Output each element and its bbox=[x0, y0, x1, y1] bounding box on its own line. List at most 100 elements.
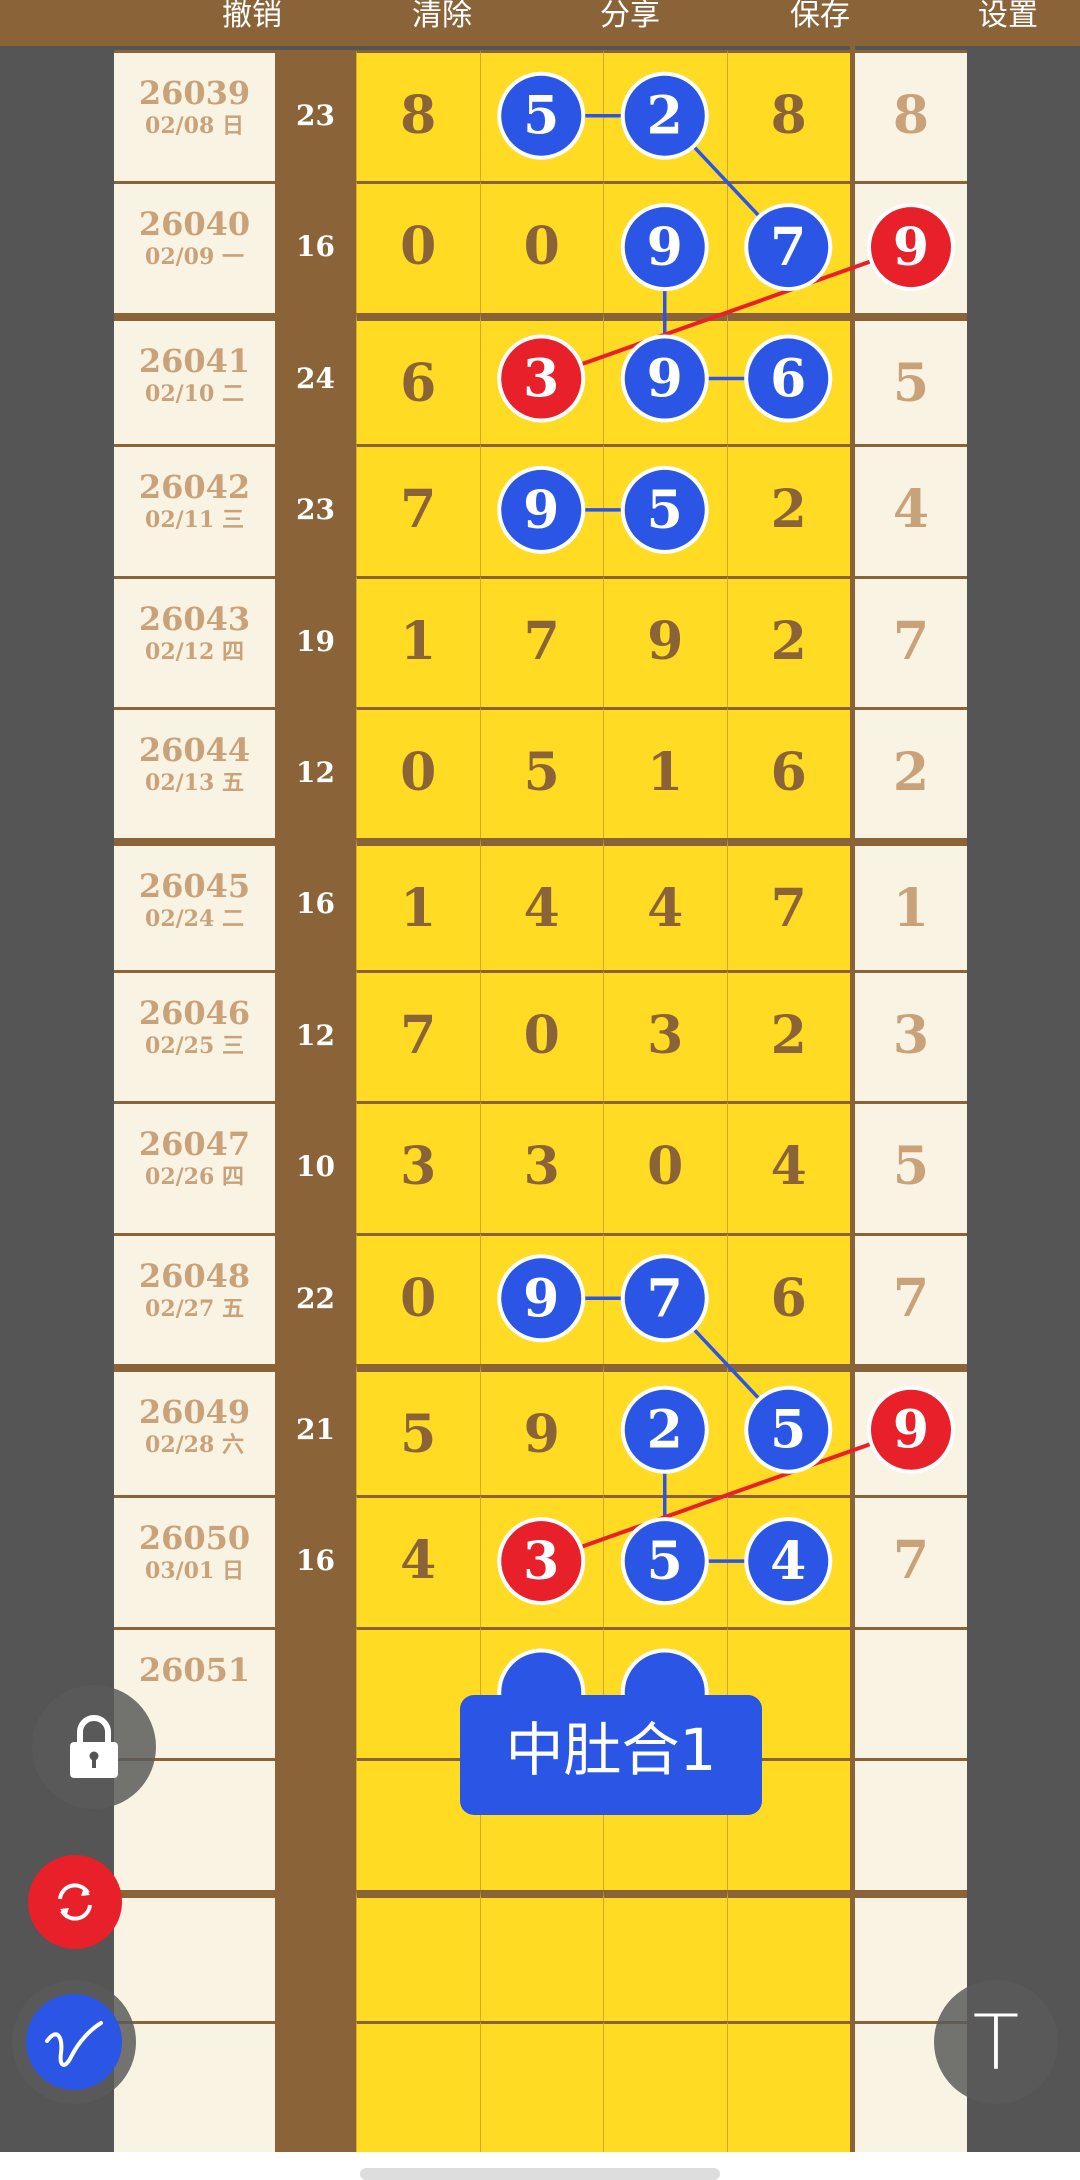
ball-marker[interactable]: 5 bbox=[744, 1385, 833, 1474]
digit-cell[interactable]: 2 bbox=[726, 444, 850, 576]
right-digit-cell[interactable]: 7 bbox=[855, 1232, 967, 1364]
digit-cell[interactable]: 1 bbox=[603, 707, 727, 839]
home-indicator[interactable] bbox=[360, 2168, 720, 2180]
digit-cell[interactable]: 3 bbox=[479, 1101, 603, 1233]
issue-date: 02/26 四 bbox=[145, 1164, 244, 1191]
digit-cell[interactable]: 7 bbox=[479, 575, 603, 707]
digit-cell[interactable]: 3 bbox=[603, 969, 727, 1102]
digit-cell[interactable]: 6 bbox=[726, 1232, 850, 1364]
issue-date: 02/24 二 bbox=[145, 906, 244, 933]
digit-cell[interactable]: 0 bbox=[479, 969, 603, 1102]
sum-cell bbox=[275, 1758, 356, 1890]
marks-overlay: 5 29 7 93 9 69 59 72 5 93 5 4 bbox=[497, 71, 955, 1737]
ball-marker[interactable]: 2 bbox=[620, 1385, 709, 1474]
digit-cell[interactable]: 7 bbox=[356, 444, 480, 576]
digit-cell[interactable] bbox=[356, 1758, 480, 1890]
right-digit-cell[interactable]: 8 bbox=[855, 50, 967, 182]
right-digit-cell[interactable]: 7 bbox=[855, 1495, 967, 1627]
digit-cell[interactable]: 8 bbox=[356, 50, 480, 182]
ball-marker[interactable]: 9 bbox=[497, 465, 586, 554]
issue-date: 02/09 一 bbox=[145, 244, 244, 271]
refresh-button[interactable] bbox=[28, 1855, 122, 1949]
save-button[interactable]: 保存 bbox=[790, 0, 850, 33]
text-tool-button[interactable]: T bbox=[934, 1980, 1058, 2104]
digit-cell[interactable]: 1 bbox=[356, 575, 480, 707]
ball-digit: 2 bbox=[647, 1400, 683, 1461]
column-divider bbox=[850, 46, 855, 2152]
digit-cell[interactable]: 5 bbox=[479, 707, 603, 839]
right-digit-cell[interactable]: 5 bbox=[855, 1101, 967, 1233]
digit-cell[interactable]: 4 bbox=[356, 1495, 480, 1627]
ball-marker[interactable]: 5 bbox=[620, 1517, 709, 1606]
digit-cell[interactable]: 8 bbox=[726, 50, 850, 182]
digit-cell[interactable]: 9 bbox=[603, 575, 727, 707]
issue-number: 26048 bbox=[138, 1256, 251, 1295]
ball-circle bbox=[620, 1517, 709, 1606]
issue-cell: 26048 02/27 五 bbox=[114, 1232, 275, 1364]
right-digit-cell[interactable] bbox=[855, 1626, 967, 1759]
ball-marker[interactable]: 9 bbox=[867, 203, 955, 292]
digit-cell[interactable] bbox=[356, 1626, 480, 1759]
pen-button[interactable] bbox=[12, 1980, 136, 2104]
digit-cell[interactable]: 4 bbox=[726, 1101, 850, 1233]
ball-marker[interactable]: 7 bbox=[620, 1254, 709, 1343]
digit-cell[interactable]: 9 bbox=[479, 1364, 603, 1496]
lock-button[interactable] bbox=[32, 1685, 156, 1809]
ball-marker[interactable]: 7 bbox=[744, 203, 833, 292]
digit-cell[interactable]: 0 bbox=[356, 707, 480, 839]
ball-marker[interactable]: 5 bbox=[497, 71, 586, 160]
digit-cell[interactable]: 2 bbox=[726, 575, 850, 707]
ball-marker[interactable]: 5 bbox=[620, 465, 709, 554]
digit-cell[interactable]: 3 bbox=[356, 1101, 480, 1233]
undo-button[interactable]: 撤销 bbox=[222, 0, 282, 33]
ball-marker[interactable]: 9 bbox=[620, 334, 709, 423]
ball-marker[interactable]: 3 bbox=[497, 1517, 586, 1606]
digit-cell[interactable]: 7 bbox=[356, 969, 480, 1102]
digit-cell[interactable] bbox=[726, 1889, 850, 2021]
digit-cell[interactable]: 7 bbox=[726, 838, 850, 970]
digit-cell[interactable] bbox=[479, 2021, 603, 2153]
right-digit-cell[interactable] bbox=[855, 1889, 967, 2021]
issue-number: 26049 bbox=[138, 1393, 251, 1431]
annotation-label[interactable]: 中肚合1 bbox=[460, 1695, 762, 1815]
right-digit-cell[interactable]: 7 bbox=[855, 575, 967, 707]
digit-cell[interactable] bbox=[356, 1889, 480, 2021]
ball-circle bbox=[744, 203, 833, 292]
digit-cell[interactable] bbox=[726, 2021, 850, 2153]
digit-cell[interactable] bbox=[356, 2021, 480, 2153]
clear-button[interactable]: 清除 bbox=[412, 0, 472, 33]
settings-button[interactable]: 设置 bbox=[978, 0, 1038, 33]
right-digit-cell[interactable]: 4 bbox=[855, 444, 967, 576]
text-tool-icon: T bbox=[972, 1997, 1020, 2087]
digit-cell[interactable]: 6 bbox=[726, 707, 850, 839]
digit-cell[interactable]: 0 bbox=[356, 1232, 480, 1364]
digit-cell[interactable]: 6 bbox=[356, 312, 480, 445]
ball-marker[interactable]: 9 bbox=[620, 203, 709, 292]
digit-cell[interactable] bbox=[603, 2021, 727, 2153]
right-digit-cell[interactable]: 3 bbox=[855, 969, 967, 1102]
sum-cell: 23 bbox=[275, 444, 356, 576]
digit-cell[interactable]: 4 bbox=[479, 838, 603, 970]
right-digit-cell[interactable]: 1 bbox=[855, 838, 967, 970]
digit-cell[interactable] bbox=[603, 1889, 727, 2021]
digit-cell[interactable]: 5 bbox=[356, 1364, 480, 1496]
issue-number: 26051 bbox=[138, 1650, 251, 1689]
digit-cell[interactable] bbox=[479, 1889, 603, 2021]
right-digit-cell[interactable] bbox=[855, 1758, 967, 1890]
right-digit-cell[interactable]: 5 bbox=[855, 312, 967, 445]
ball-marker[interactable]: 3 bbox=[497, 334, 586, 423]
ball-marker[interactable]: 9 bbox=[497, 1254, 586, 1343]
ball-marker[interactable]: 4 bbox=[744, 1517, 833, 1606]
digit-cell[interactable]: 0 bbox=[356, 181, 480, 313]
pen-icon bbox=[45, 2021, 103, 2067]
digit-cell[interactable]: 0 bbox=[603, 1101, 727, 1233]
ball-marker[interactable]: 6 bbox=[744, 334, 833, 423]
digit-cell[interactable]: 0 bbox=[479, 181, 603, 313]
digit-cell[interactable]: 1 bbox=[356, 838, 480, 970]
digit-cell[interactable]: 4 bbox=[603, 838, 727, 970]
share-button[interactable]: 分享 bbox=[600, 0, 660, 33]
digit-cell[interactable]: 2 bbox=[726, 969, 850, 1102]
ball-marker[interactable]: 9 bbox=[867, 1385, 955, 1474]
ball-marker[interactable]: 2 bbox=[620, 71, 709, 160]
right-digit-cell[interactable]: 2 bbox=[855, 707, 967, 839]
